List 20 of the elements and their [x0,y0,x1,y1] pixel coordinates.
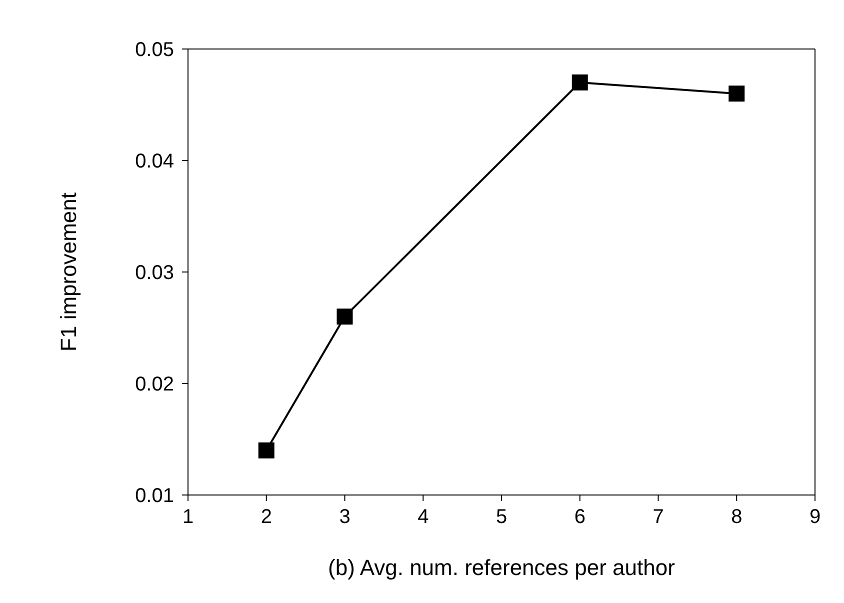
x-tick-label: 9 [809,506,821,528]
y-tick-label: 0.01 [135,485,174,508]
y-tick-label: 0.03 [135,262,174,284]
point [728,86,745,102]
x-axis-title: (b) Avg. num. references per author [328,555,675,580]
y-tick-label: 0.02 [135,374,174,396]
y-axis-title: F1 improvement [56,192,81,352]
point [336,308,353,325]
y-tick-label: 0.05 [135,39,174,62]
y-tick-label: 0.04 [135,150,174,173]
x-tick-label: 2 [260,506,272,528]
point [258,442,274,458]
x-tick-label: 7 [652,506,664,528]
x-tick-label: 3 [339,506,350,528]
x-tick-label: 6 [574,506,586,528]
x-tick-label: 8 [731,506,742,528]
x-tick-label: 5 [496,506,508,528]
point [572,74,588,90]
x-tick-label: 1 [182,506,194,528]
x-tick-label: 4 [418,506,429,528]
